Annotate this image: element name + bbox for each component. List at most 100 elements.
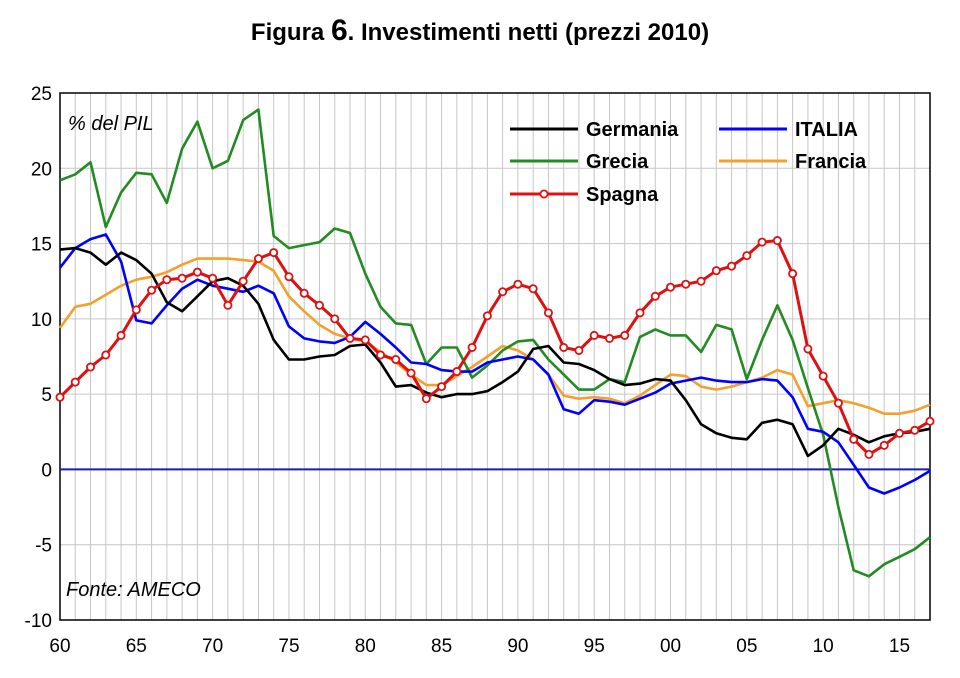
x-tick-label: 00 (660, 636, 681, 657)
y-tick-label: 25 (31, 84, 52, 105)
y-tick-label: 0 (41, 460, 52, 481)
series-point-spagna (742, 251, 752, 261)
series-point-spagna (101, 350, 111, 360)
series-point-spagna (620, 330, 630, 340)
x-tick-label: 75 (278, 636, 299, 657)
x-tick-label: 65 (126, 636, 147, 657)
series-point-spagna (269, 248, 279, 258)
series-point-spagna (467, 342, 477, 352)
series-point-spagna (452, 367, 462, 377)
series-point-spagna (314, 300, 324, 310)
source-note: Fonte: AMECO (66, 579, 201, 601)
chart-title: Figura 6. Investimenti netti (prezzi 201… (0, 14, 960, 48)
y-tick-label: 10 (31, 310, 52, 331)
series-point-spagna (162, 275, 172, 285)
legend-label-francia: Francia (795, 151, 867, 173)
title-number: 6 (330, 14, 348, 47)
series-point-spagna (818, 371, 828, 381)
series-layer (55, 108, 935, 578)
x-tick-label: 60 (49, 636, 70, 657)
title-prefix: Figura (250, 19, 325, 46)
title-text: . Investimenti netti (prezzi 2010) (347, 19, 710, 46)
series-point-spagna (604, 333, 614, 343)
legend-label-grecia: Grecia (586, 151, 649, 173)
series-point-spagna (360, 335, 370, 345)
series-point-spagna (376, 350, 386, 360)
series-point-spagna (910, 425, 920, 435)
series-point-spagna (299, 288, 309, 298)
series-point-spagna (482, 311, 492, 321)
series-point-spagna (757, 237, 767, 247)
series-point-spagna (86, 362, 96, 372)
series-point-spagna (345, 333, 355, 343)
series-point-spagna (559, 342, 569, 352)
axis-tick-labels: 25 20 15 10 5 0 -5 -10 60 65 70 75 80 85 90 95 00 05 10 15 (25, 84, 911, 657)
series-point-spagna (833, 398, 843, 408)
grid (60, 93, 930, 620)
series-point-spagna (543, 308, 553, 318)
series-point-spagna (330, 314, 340, 324)
series-point-spagna (131, 305, 141, 315)
series-point-spagna (772, 236, 782, 246)
series-point-spagna (437, 382, 447, 392)
series-point-spagna (894, 428, 904, 438)
series-point-spagna (208, 273, 218, 283)
series-point-spagna (253, 254, 263, 264)
series-point-spagna (284, 272, 294, 282)
series-point-spagna (513, 279, 523, 289)
series-point-spagna (666, 282, 676, 292)
series-point-spagna (498, 287, 508, 297)
legend-label-italia: ITALIA (795, 119, 858, 141)
series-point-spagna (391, 355, 401, 365)
series-point-spagna (803, 344, 813, 354)
series-line-italia (58, 233, 931, 495)
series-point-spagna (925, 416, 935, 426)
series-point-spagna (192, 267, 202, 277)
legend-marker-spagna (539, 189, 549, 199)
x-tick-label: 10 (813, 636, 834, 657)
x-tick-label: 85 (431, 636, 452, 657)
series-point-spagna (635, 308, 645, 318)
y-tick-label: -5 (35, 536, 52, 557)
series-point-spagna (528, 284, 538, 294)
series-line-grecia (59, 108, 931, 578)
x-tick-label: 05 (736, 636, 757, 657)
y-tick-label: -10 (25, 611, 52, 632)
series-point-spagna (147, 285, 157, 295)
series-point-spagna (116, 330, 126, 340)
series-point-spagna (238, 276, 248, 286)
x-tick-label: 15 (889, 636, 910, 657)
series-point-spagna (727, 261, 737, 271)
series-point-spagna (177, 273, 187, 283)
series-point-spagna (589, 330, 599, 340)
plot-frame (59, 92, 931, 621)
x-tick-label: 80 (355, 636, 376, 657)
series-point-spagna (681, 279, 691, 289)
x-tick-label: 70 (202, 636, 223, 657)
series-line-spagna (58, 239, 931, 456)
x-tick-label: 90 (507, 636, 528, 657)
series-line-germania (59, 246, 931, 458)
legend: Germania ITALIA Grecia Francia Spagna (510, 119, 867, 206)
series-point-spagna (421, 394, 431, 404)
series-point-spagna (55, 392, 65, 402)
series-point-spagna (223, 300, 233, 310)
series-point-spagna (696, 276, 706, 286)
legend-label-germania: Germania (586, 119, 679, 141)
y-tick-label: 20 (31, 159, 52, 180)
series-point-spagna (849, 434, 859, 444)
series-point-spagna (70, 377, 80, 387)
series-point-spagna (406, 368, 416, 378)
legend-label-spagna: Spagna (586, 184, 659, 206)
series-point-spagna (879, 440, 889, 450)
series-point-spagna (574, 345, 584, 355)
series-point-spagna (650, 291, 660, 301)
series-point-spagna (711, 266, 721, 276)
series-point-spagna (788, 269, 798, 279)
series-line-francia (58, 257, 931, 416)
y-axis-label: % del PIL (68, 113, 154, 135)
x-tick-label: 95 (584, 636, 605, 657)
y-tick-label: 15 (31, 235, 52, 256)
series-point-spagna (864, 449, 874, 459)
